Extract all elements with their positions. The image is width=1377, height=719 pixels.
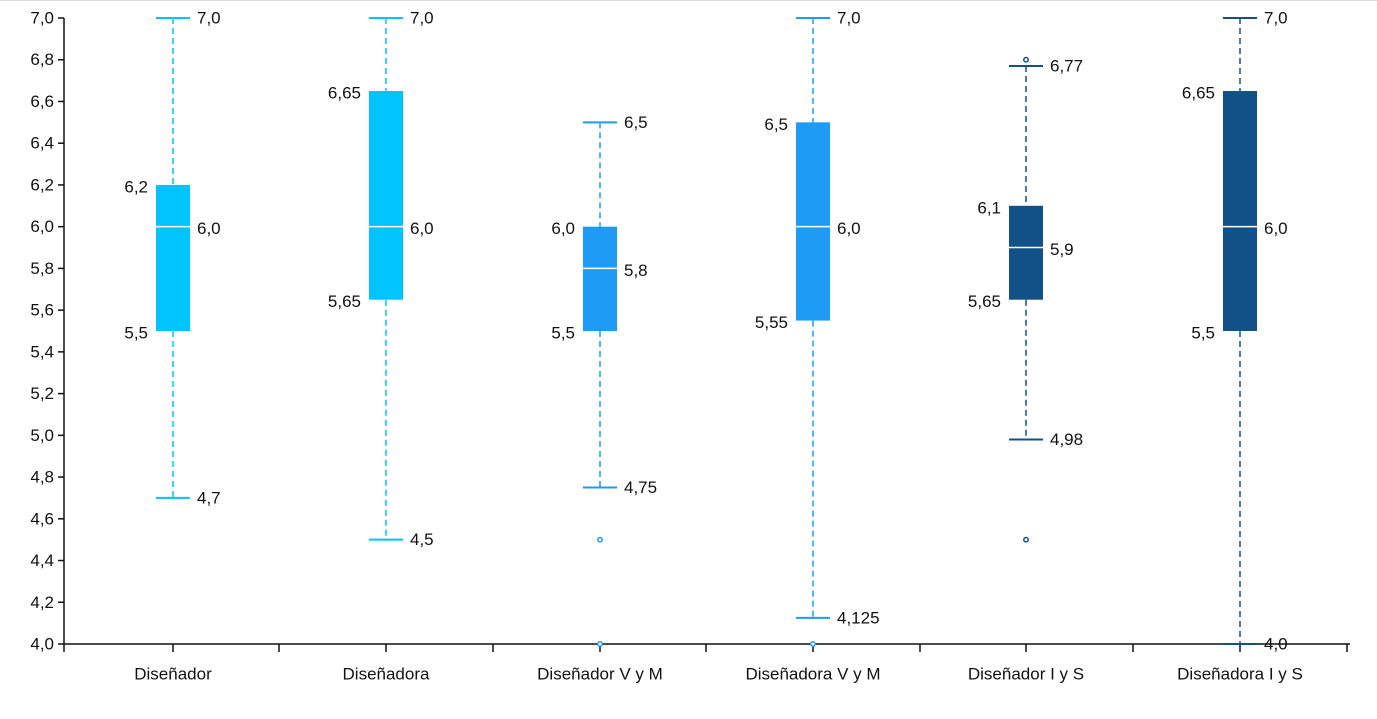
top-border xyxy=(0,0,1377,1)
y-tick-label: 4,6 xyxy=(30,509,54,528)
q1-value-label: 5,65 xyxy=(328,292,361,311)
iqr-box xyxy=(796,122,830,321)
y-tick-label: 4,2 xyxy=(30,593,54,612)
median-value-label: 5,9 xyxy=(1050,240,1074,259)
median-value-label: 6,0 xyxy=(410,219,434,238)
q3-value-label: 6,65 xyxy=(328,84,361,103)
y-tick-label: 4,0 xyxy=(30,635,54,654)
y-tick-label: 7,0 xyxy=(30,9,54,28)
max-value-label: 7,0 xyxy=(197,9,221,28)
min-value-label: 4,98 xyxy=(1050,430,1083,449)
y-tick-label: 6,8 xyxy=(30,50,54,69)
median-value-label: 6,0 xyxy=(1264,219,1288,238)
min-value-label: 4,125 xyxy=(837,608,880,627)
outlier-point xyxy=(597,641,603,647)
iqr-box xyxy=(583,226,617,331)
q1-value-label: 5,5 xyxy=(1191,324,1215,343)
median-value-label: 6,0 xyxy=(837,219,861,238)
y-tick-label: 5,8 xyxy=(30,259,54,278)
y-tick-label: 4,4 xyxy=(30,551,54,570)
y-tick-label: 4,8 xyxy=(30,468,54,487)
y-tick-label: 6,0 xyxy=(30,217,54,236)
q1-value-label: 5,5 xyxy=(551,324,575,343)
y-tick-label: 5,2 xyxy=(30,384,54,403)
outlier-point xyxy=(597,536,603,543)
y-tick-label: 5,0 xyxy=(30,426,54,445)
median-value-label: 5,8 xyxy=(624,261,648,280)
median-value-label: 6,0 xyxy=(197,219,221,238)
max-value-label: 7,0 xyxy=(837,9,861,28)
x-category-label: Diseñadora V y M xyxy=(745,665,880,684)
iqr-box xyxy=(369,91,403,300)
iqr-box xyxy=(1009,205,1043,300)
outlier-point xyxy=(810,641,816,647)
max-value-label: 6,77 xyxy=(1050,56,1083,75)
y-tick-label: 5,4 xyxy=(30,342,54,361)
y-tick-label: 6,2 xyxy=(30,175,54,194)
min-value-label: 4,75 xyxy=(624,478,657,497)
y-tick-label: 6,4 xyxy=(30,134,54,153)
x-category-label: Diseñadora I y S xyxy=(1177,665,1303,684)
min-value-label: 4,0 xyxy=(1264,635,1288,654)
q3-value-label: 6,2 xyxy=(124,177,148,196)
outlier-point xyxy=(1023,56,1029,63)
q3-value-label: 6,0 xyxy=(551,219,575,238)
q3-value-label: 6,5 xyxy=(764,115,788,134)
max-value-label: 7,0 xyxy=(1264,9,1288,28)
x-category-label: Diseñadora xyxy=(343,665,430,684)
q1-value-label: 5,5 xyxy=(124,324,148,343)
min-value-label: 4,7 xyxy=(197,488,221,507)
x-category-label: Diseñador V y M xyxy=(537,665,663,684)
iqr-box xyxy=(1223,91,1257,332)
q3-value-label: 6,65 xyxy=(1182,84,1215,103)
q1-value-label: 5,55 xyxy=(755,313,788,332)
y-tick-label: 5,6 xyxy=(30,301,54,320)
q1-value-label: 5,65 xyxy=(968,292,1001,311)
max-value-label: 6,5 xyxy=(624,113,648,132)
x-category-label: Diseñador I y S xyxy=(968,665,1084,684)
iqr-box xyxy=(156,184,190,331)
max-value-label: 7,0 xyxy=(410,9,434,28)
min-value-label: 4,5 xyxy=(410,530,434,549)
q3-value-label: 6,1 xyxy=(977,198,1001,217)
outlier-point xyxy=(1023,536,1029,543)
x-category-label: Diseñador xyxy=(134,665,212,684)
y-tick-label: 6,6 xyxy=(30,92,54,111)
